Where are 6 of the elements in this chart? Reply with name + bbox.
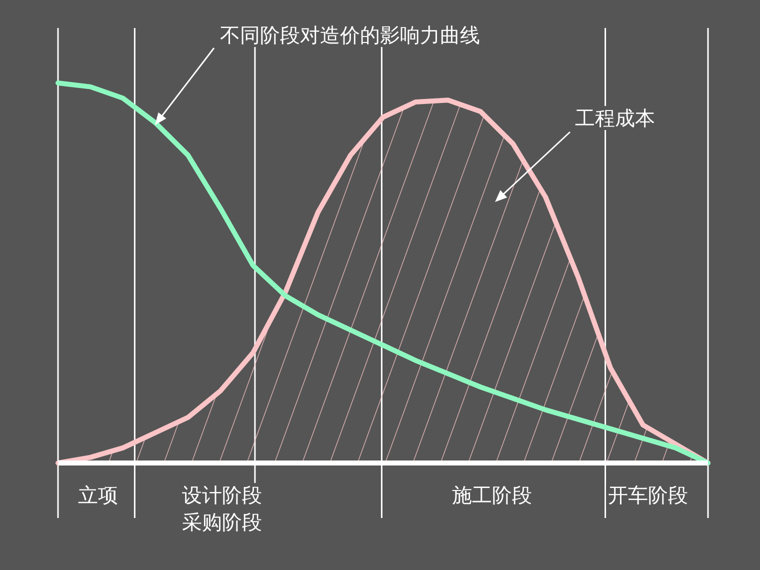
annotation: 开车阶段 (608, 483, 688, 507)
annotation: 施工阶段 (452, 483, 532, 507)
annotation: 设计阶段采购阶段 (182, 483, 262, 534)
annotation: 工程成本 (575, 106, 655, 130)
annotation: 立项 (78, 483, 118, 507)
annotation: 不同阶段对造价的影响力曲线 (220, 23, 480, 47)
